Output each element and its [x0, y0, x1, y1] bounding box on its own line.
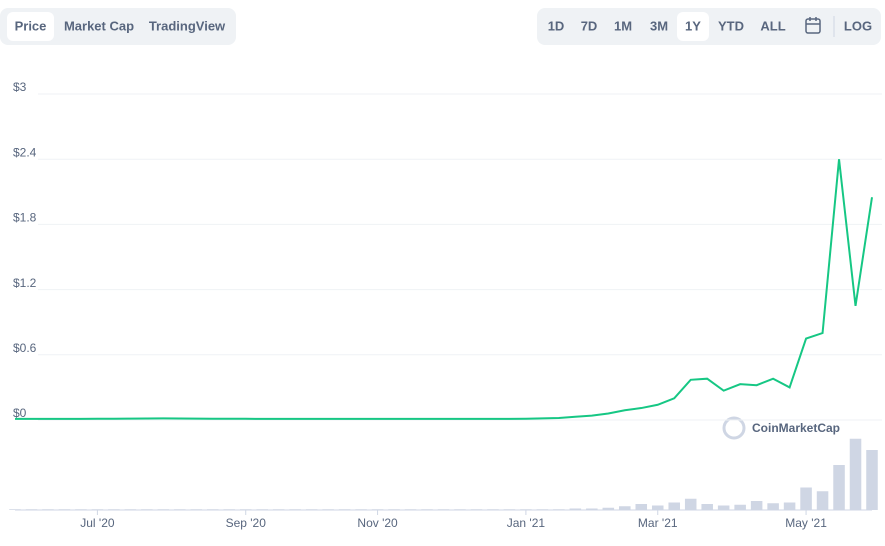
price-line	[15, 159, 873, 420]
volume-bar	[174, 509, 186, 510]
volume-bar	[272, 509, 285, 510]
y-tick-label: $1.2	[13, 276, 37, 290]
volume-bar	[355, 509, 367, 510]
active-tab	[7, 12, 54, 41]
volume-bar	[454, 509, 466, 510]
volume-bar	[684, 498, 697, 510]
volume-bar	[701, 504, 713, 510]
x-tick-label: Mar '21	[638, 516, 678, 530]
volume-bar	[602, 507, 615, 510]
volume-bar	[58, 509, 71, 510]
volume-bar	[289, 509, 301, 510]
volume-bar	[157, 509, 170, 510]
volume-bar	[322, 509, 334, 510]
volume-bar	[651, 505, 664, 510]
y-tick-label: $2.4	[13, 145, 37, 159]
volume-bar	[25, 509, 38, 510]
volume-bar	[734, 504, 746, 510]
volume-bar	[487, 509, 499, 510]
volume-bar	[569, 508, 582, 510]
x-tick-label: Jul '20	[80, 516, 115, 530]
volume-bar	[866, 450, 878, 510]
volume-bar	[503, 509, 516, 510]
volume-bar	[338, 509, 351, 510]
log-button[interactable]: LOG	[844, 18, 872, 33]
volume-bar	[9, 509, 21, 510]
volume-bar	[190, 509, 203, 510]
calendar-icon[interactable]	[805, 17, 821, 34]
volume-bar	[91, 509, 104, 510]
volume-bar	[207, 509, 219, 510]
volume-bar	[520, 509, 532, 510]
volume-bar	[470, 509, 483, 510]
volume-bar	[42, 509, 54, 510]
volume-bar	[668, 502, 680, 510]
volume-bar	[750, 501, 763, 510]
x-tick-label: Sep '20	[226, 516, 267, 530]
volume-bar	[388, 509, 400, 510]
volume-bar	[223, 509, 236, 510]
view-tabs	[0, 8, 236, 45]
volume-bar	[437, 509, 450, 510]
volume-bar	[619, 506, 631, 510]
volume-bar	[767, 503, 779, 510]
volume-bar	[256, 509, 268, 510]
volume-bar	[816, 491, 829, 510]
range-tab[interactable]: 1Y	[685, 18, 701, 33]
volume-bar	[536, 509, 549, 510]
volume-bar	[141, 509, 153, 510]
active-range	[677, 12, 709, 41]
watermark: CoinMarketCap	[752, 421, 840, 435]
watermark-logo	[722, 416, 746, 440]
volume-bar	[239, 509, 252, 510]
volume-bar	[717, 505, 730, 510]
range-tab[interactable]: 3M	[650, 18, 668, 33]
view-tab[interactable]: Market Cap	[64, 18, 134, 33]
range-tab[interactable]: 1D	[548, 18, 565, 33]
y-tick-label: $1.8	[13, 211, 37, 225]
volume-bar	[75, 509, 87, 510]
volume-bar	[421, 509, 433, 510]
volume-bar	[800, 487, 812, 510]
y-tick-label: $0.6	[13, 341, 37, 355]
volume-bar	[108, 509, 120, 510]
range-tab[interactable]: ALL	[760, 18, 785, 33]
x-tick-label: Nov '20	[357, 516, 398, 530]
y-tick-label: $0	[13, 406, 27, 420]
range-tab[interactable]: YTD	[718, 18, 744, 33]
volume-bar	[305, 509, 318, 510]
x-tick-label: May '21	[785, 516, 827, 530]
view-tab[interactable]: TradingView	[149, 18, 226, 33]
range-tab[interactable]: 7D	[581, 18, 598, 33]
volume-bar	[371, 509, 384, 510]
volume-bar	[833, 465, 845, 510]
volume-bar	[553, 509, 565, 510]
y-tick-label: $3	[13, 80, 27, 94]
volume-bar	[849, 438, 862, 510]
view-tab[interactable]: Price	[15, 18, 47, 33]
range-tab[interactable]: 1M	[614, 18, 632, 33]
volume-bar	[404, 509, 417, 510]
volume-bar	[783, 502, 796, 510]
volume-bar	[635, 504, 648, 510]
volume-bar	[124, 509, 137, 510]
volume-bar	[586, 508, 598, 510]
x-tick-label: Jan '21	[507, 516, 546, 530]
